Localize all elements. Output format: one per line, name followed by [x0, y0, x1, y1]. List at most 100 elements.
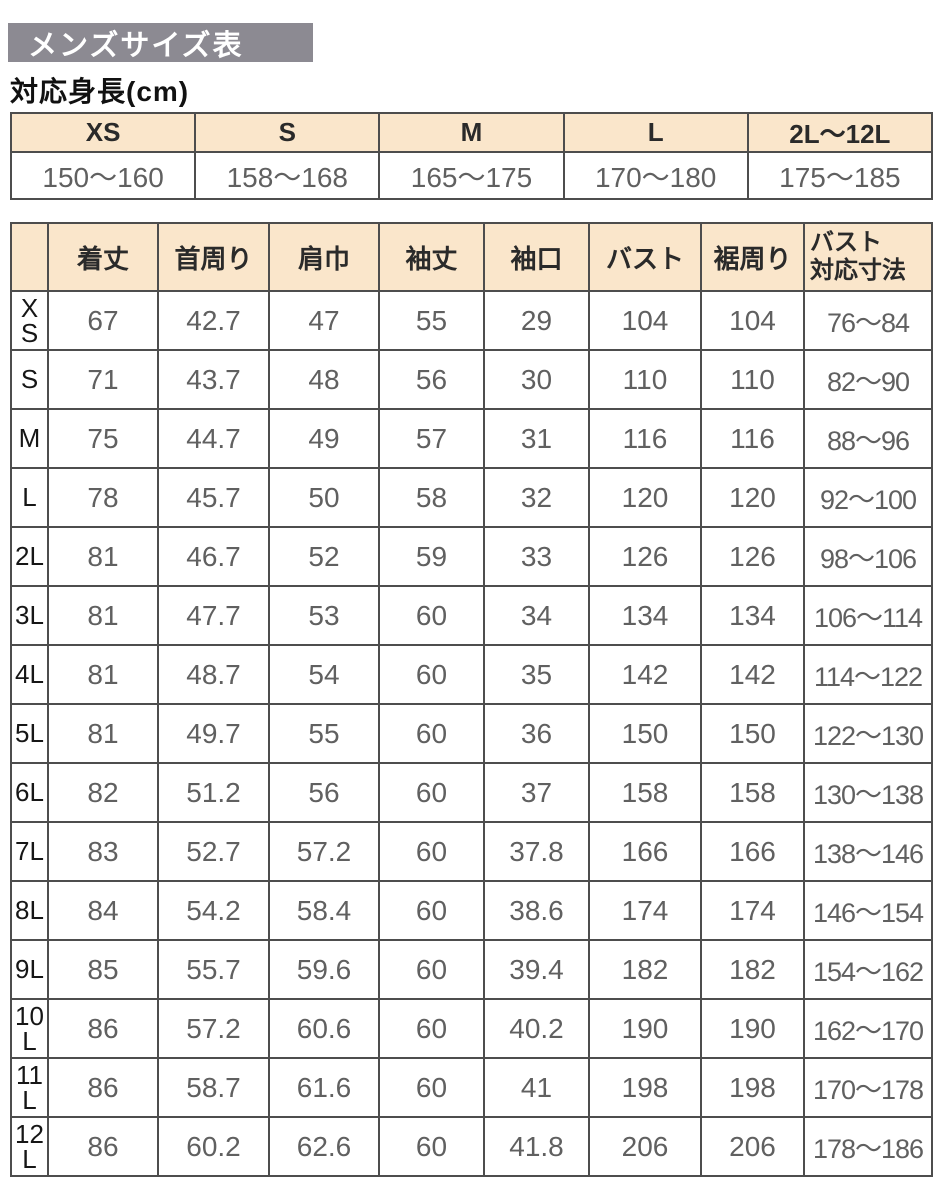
measurement-cell: 166: [700, 821, 805, 882]
size-col-header: バスト 対応寸法: [803, 222, 933, 292]
measurement-cell: 134: [700, 585, 805, 646]
measurement-cell: 41.8: [483, 1116, 590, 1177]
height-range-cell: 150〜160: [9, 151, 197, 200]
measurement-cell: 61.6: [268, 1057, 380, 1118]
measurement-cell: 88〜96: [803, 408, 933, 469]
size-label: 3L: [10, 585, 49, 646]
measurement-cell: 81: [47, 644, 159, 705]
measurement-cell: 59.6: [268, 939, 380, 1000]
measurement-cell: 58.7: [157, 1057, 270, 1118]
size-label: 10L: [10, 998, 49, 1059]
height-range-cell: 175〜185: [746, 151, 934, 200]
size-label: 2L: [10, 526, 49, 587]
size-table-header-row: 着丈 首周り 肩巾 袖丈 袖口 バスト 裾周り バスト 対応寸法: [10, 222, 933, 292]
measurement-cell: 56: [268, 762, 380, 823]
measurement-cell: 35: [483, 644, 590, 705]
table-row: L 78 45.7 50 58 32 120 120 92〜100: [10, 467, 933, 528]
measurement-cell: 41: [483, 1057, 590, 1118]
size-label: 4L: [10, 644, 49, 705]
height-table-value-row: 150〜160 158〜168 165〜175 170〜180 175〜185: [9, 151, 934, 200]
size-col-header: 首周り: [157, 222, 270, 292]
table-row: 12L 86 60.2 62.6 60 41.8 206 206 178〜186: [10, 1116, 933, 1177]
measurement-cell: 31: [483, 408, 590, 469]
measurement-cell: 104: [700, 290, 805, 351]
measurement-cell: 34: [483, 585, 590, 646]
table-row: 10L 86 57.2 60.6 60 40.2 190 190 162〜170: [10, 998, 933, 1059]
height-col-header: 2L〜12L: [746, 112, 934, 153]
measurement-cell: 206: [700, 1116, 805, 1177]
measurement-cell: 30: [483, 349, 590, 410]
measurement-cell: 60: [378, 821, 485, 882]
measurement-cell: 58.4: [268, 880, 380, 941]
measurement-cell: 60: [378, 585, 485, 646]
measurement-cell: 55: [378, 290, 485, 351]
measurement-cell: 110: [588, 349, 702, 410]
measurement-cell: 98〜106: [803, 526, 933, 587]
measurement-cell: 150: [700, 703, 805, 764]
table-row: 9L 85 55.7 59.6 60 39.4 182 182 154〜162: [10, 939, 933, 1000]
height-col-header: XS: [9, 112, 197, 153]
measurement-cell: 134: [588, 585, 702, 646]
height-range-cell: 165〜175: [378, 151, 565, 200]
table-row: 7L 83 52.7 57.2 60 37.8 166 166 138〜146: [10, 821, 933, 882]
size-label: 7L: [10, 821, 49, 882]
measurement-cell: 60: [378, 1116, 485, 1177]
measurement-cell: 198: [588, 1057, 702, 1118]
measurement-cell: 146〜154: [803, 880, 933, 941]
height-col-header: L: [562, 112, 749, 153]
measurement-cell: 57: [378, 408, 485, 469]
measurement-cell: 120: [700, 467, 805, 528]
measurement-cell: 138〜146: [803, 821, 933, 882]
table-row: 8L 84 54.2 58.4 60 38.6 174 174 146〜154: [10, 880, 933, 941]
measurement-cell: 49.7: [157, 703, 270, 764]
measurement-cell: 54.2: [157, 880, 270, 941]
measurement-cell: 142: [700, 644, 805, 705]
size-label: 6L: [10, 762, 49, 823]
measurement-cell: 50: [268, 467, 380, 528]
measurement-cell: 60.2: [157, 1116, 270, 1177]
measurement-cell: 86: [47, 1116, 159, 1177]
measurement-cell: 55: [268, 703, 380, 764]
measurement-cell: 37.8: [483, 821, 590, 882]
measurement-cell: 46.7: [157, 526, 270, 587]
measurement-cell: 71: [47, 349, 159, 410]
measurement-cell: 60: [378, 880, 485, 941]
height-range-cell: 158〜168: [194, 151, 381, 200]
measurement-cell: 158: [700, 762, 805, 823]
size-label: 11L: [10, 1057, 49, 1118]
measurement-cell: 158: [588, 762, 702, 823]
measurement-cell: 37: [483, 762, 590, 823]
size-label: L: [10, 467, 49, 528]
height-table-header-row: XS S M L 2L〜12L: [9, 112, 934, 153]
measurement-cell: 62.6: [268, 1116, 380, 1177]
measurement-cell: 60: [378, 703, 485, 764]
measurement-cell: 150: [588, 703, 702, 764]
measurement-cell: 47.7: [157, 585, 270, 646]
table-row: S 71 43.7 48 56 30 110 110 82〜90: [10, 349, 933, 410]
height-col-header: M: [378, 112, 565, 153]
measurement-cell: 174: [700, 880, 805, 941]
page-title: メンズサイズ表: [8, 23, 313, 62]
height-table: XS S M L 2L〜12L 150〜160 158〜168 165〜175 170〜180…: [9, 112, 934, 200]
measurement-cell: 114〜122: [803, 644, 933, 705]
table-row: XS 67 42.7 47 55 29 104 104 76〜84: [10, 290, 933, 351]
size-label: 8L: [10, 880, 49, 941]
measurement-cell: 81: [47, 585, 159, 646]
measurement-cell: 51.2: [157, 762, 270, 823]
measurement-cell: 86: [47, 998, 159, 1059]
size-label: M: [10, 408, 49, 469]
height-range-cell: 170〜180: [562, 151, 749, 200]
size-col-header: 袖丈: [378, 222, 485, 292]
measurement-cell: 60: [378, 762, 485, 823]
measurement-cell: 48.7: [157, 644, 270, 705]
height-col-header: S: [194, 112, 381, 153]
measurement-cell: 182: [588, 939, 702, 1000]
measurement-cell: 55.7: [157, 939, 270, 1000]
measurement-cell: 52.7: [157, 821, 270, 882]
size-col-corner: [10, 222, 49, 292]
measurement-cell: 130〜138: [803, 762, 933, 823]
measurement-cell: 54: [268, 644, 380, 705]
height-table-caption: 対応身長(cm): [10, 76, 190, 107]
measurement-cell: 182: [700, 939, 805, 1000]
